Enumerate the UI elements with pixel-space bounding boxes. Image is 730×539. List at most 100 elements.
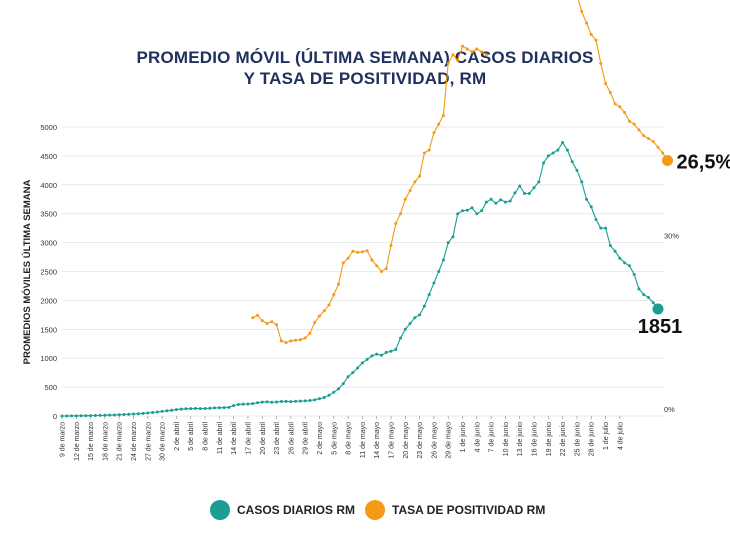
tasa-point (642, 134, 646, 138)
casos-point (279, 400, 283, 404)
x-tick-label: 22 de junio (560, 422, 567, 456)
tasa-point (418, 174, 422, 178)
tasa-point (584, 21, 588, 25)
casos-point (327, 393, 331, 397)
casos-point (584, 197, 588, 201)
x-tick-label: 17 de mayo (388, 422, 395, 459)
tasa-point (475, 47, 479, 51)
casos-point (399, 336, 403, 340)
casos-point (589, 205, 593, 209)
tasa-point (465, 47, 469, 51)
casos-point (122, 412, 126, 416)
x-tick-label: 23 de abril (274, 422, 281, 455)
casos-point (146, 411, 150, 415)
casos-point (446, 241, 450, 245)
tasa-point (337, 282, 341, 286)
casos-point (184, 407, 188, 411)
casos-point (294, 399, 298, 403)
y-tick-label: 4000 (40, 181, 57, 190)
y-tick-label: 2000 (40, 296, 57, 305)
tasa-point (441, 113, 445, 117)
casos-point (513, 191, 517, 195)
x-tick-label: 5 de abril (188, 422, 195, 451)
tasa-point (618, 105, 622, 109)
tasa-point (389, 243, 393, 247)
x-tick-label: 2 de abril (174, 422, 181, 451)
y-tick-label: 500 (44, 383, 57, 392)
tasa-point (289, 339, 293, 343)
casos-point (298, 399, 302, 403)
y-tick-label: 2500 (40, 268, 57, 277)
casos-point (141, 411, 145, 415)
casos-point (642, 293, 646, 297)
x-tick-label: 8 de abril (203, 422, 210, 451)
tasa-point (594, 38, 598, 42)
y2-tick-label: 30% (664, 232, 679, 241)
x-tick-label: 10 de junio (503, 422, 510, 456)
casos-point (360, 361, 364, 365)
legend-tasa-label: TASA DE POSITIVIDAD RM (392, 503, 546, 517)
casos-point (413, 316, 417, 320)
tasa-point (313, 320, 317, 324)
casos-point (241, 402, 245, 406)
y-tick-label: 1000 (40, 354, 57, 363)
casos-point (179, 407, 183, 411)
casos-point (518, 184, 522, 188)
casos-point (561, 141, 565, 145)
casos-point (623, 261, 627, 265)
casos-point (646, 296, 650, 300)
tasa-point (294, 338, 298, 342)
casos-point (308, 399, 312, 403)
legend-casos-swatch (210, 500, 230, 520)
x-tick-label: 29 de abril (303, 422, 310, 455)
casos-point (346, 375, 350, 379)
casos-point (93, 414, 97, 418)
casos-point (203, 406, 207, 410)
tasa-point (427, 148, 431, 152)
casos-point (79, 414, 83, 418)
casos-point (427, 293, 431, 297)
casos-point (456, 212, 460, 216)
tasa-point (317, 314, 321, 318)
tasa-point (480, 50, 484, 54)
tasa-point (646, 137, 650, 141)
casos-point (112, 413, 116, 417)
casos-point (284, 399, 288, 403)
casos-point (103, 413, 107, 417)
x-tick-label: 2 de mayo (317, 422, 324, 455)
casos-point (480, 209, 484, 213)
tasa-point (437, 122, 441, 126)
casos-point (379, 353, 383, 357)
casos-point (232, 404, 236, 408)
casos-point (108, 413, 112, 417)
x-tick-label: 23 de mayo (417, 422, 424, 459)
casos-point (565, 148, 569, 152)
casos-point (537, 180, 541, 184)
x-tick-label: 11 de mayo (360, 422, 367, 458)
tasa-point (360, 250, 364, 254)
y-tick-label: 1500 (40, 325, 57, 334)
casos-point (604, 226, 608, 230)
casos-end-label: 1851 (638, 316, 683, 338)
x-tick-label: 1 de julio (603, 422, 610, 450)
casos-point (227, 405, 231, 409)
casos-point (289, 400, 293, 404)
tasa-point (279, 339, 283, 343)
casos-point (408, 322, 412, 326)
x-tick-label: 15 de marzo (88, 422, 95, 461)
x-tick-label: 30 de marzo (160, 422, 167, 461)
tasa-point (656, 145, 660, 149)
y-axis-ticks: 0 500 1000 1500 2000 2500 3000 3500 4000 4500 5000 (40, 123, 57, 421)
tasa-point (251, 316, 255, 320)
x-tick-label: 11 de abril (217, 422, 224, 455)
tasa-point (351, 249, 355, 253)
casos-point (508, 199, 512, 203)
casos-point (465, 208, 469, 212)
casos-point (432, 281, 436, 285)
tasa-point (461, 44, 465, 48)
casos-point (484, 200, 488, 204)
tasa-point (327, 303, 331, 307)
tasa-point (413, 180, 417, 184)
casos-point (251, 402, 255, 406)
x-tick-label: 14 de abril (231, 422, 238, 455)
